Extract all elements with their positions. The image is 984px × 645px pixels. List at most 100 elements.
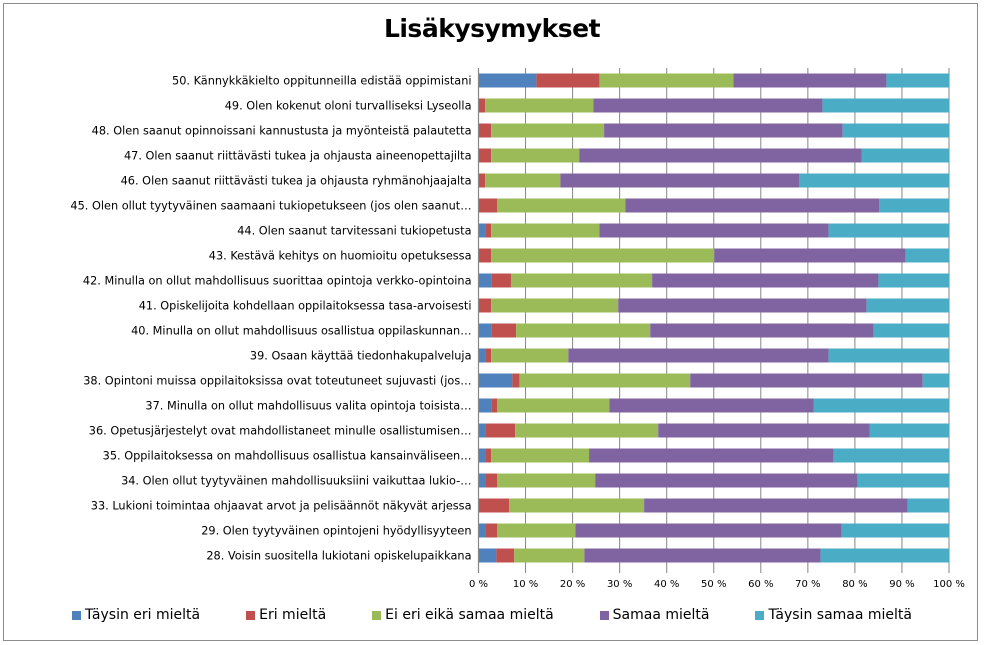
category-label: 48. Olen saanut opinnoissani kannustusta… [92, 125, 472, 138]
bar-segment [799, 173, 949, 188]
bar-segment [820, 548, 949, 563]
bar-segment [478, 223, 486, 238]
bar-segment [478, 323, 492, 338]
legend-swatch [246, 610, 256, 620]
legend-label: Täysin eri mieltä [85, 607, 201, 623]
bar-segment [478, 148, 492, 163]
bar-segment [879, 198, 949, 213]
bar-segment [828, 348, 949, 363]
bar-segment [478, 298, 492, 313]
bar-segment [536, 73, 600, 88]
category-label: 45. Olen ollut tyytyväinen saamaani tuki… [70, 200, 471, 213]
x-tick-label: 30 % [607, 579, 632, 590]
bar-segment [604, 123, 843, 138]
bar-segment [478, 348, 486, 363]
bar-segment [509, 498, 645, 513]
category-label: 39. Osaan käyttää tiedonhakupalveluja [250, 350, 472, 363]
bar-segment [478, 173, 486, 188]
legend-label: Eri mieltä [259, 607, 327, 623]
bar-segment [478, 98, 486, 113]
bar-segment [478, 523, 486, 538]
category-label: 46. Olen saanut riittävästi tukea ja ohj… [121, 175, 472, 188]
category-label: 37. Minulla on ollut mahdollisuus valita… [145, 400, 471, 413]
bar-segment [595, 473, 858, 488]
bar-segment [491, 348, 569, 363]
bar-segment [497, 398, 610, 413]
bar-segment [519, 373, 691, 388]
category-label: 28. Voisin suositella lukiotani opiskelu… [206, 550, 471, 563]
bar-segment [866, 298, 949, 313]
bar-segment [478, 498, 510, 513]
bar-segment [478, 398, 492, 413]
category-label: 50. Kännykkäkielto oppitunneilla edistää… [172, 75, 471, 88]
bar-segment [478, 373, 513, 388]
bar-segment [485, 223, 492, 238]
bar-segment [841, 523, 949, 538]
legend-swatch [599, 610, 609, 620]
bar-segment [478, 123, 492, 138]
bar-segment [478, 448, 486, 463]
bar-segment [514, 548, 585, 563]
bar-segment [491, 448, 590, 463]
legend-label: Täysin samaa mieltä [768, 607, 912, 623]
bar-segment [497, 198, 626, 213]
bar-segment [485, 423, 516, 438]
legend-item: Täysin eri mieltä [72, 607, 200, 623]
bar-segment [714, 248, 906, 263]
bar-segment [644, 498, 908, 513]
bar-segment [485, 348, 492, 363]
bar-segment [907, 498, 949, 513]
bar-segment [485, 448, 492, 463]
legend-swatch [755, 610, 765, 620]
bar-segment [813, 398, 949, 413]
chart-legend: Täysin eri mieltä Eri mieltä Ei eri eikä s… [0, 607, 984, 623]
bar-segment [861, 148, 949, 163]
bar-segment [516, 323, 651, 338]
x-tick-label: 100 % [933, 579, 965, 590]
legend-item: Samaa mieltä [599, 607, 709, 623]
bar-segment [690, 373, 923, 388]
category-label: 35. Oppilaitoksessa on mahdollisuus osal… [103, 450, 472, 463]
bar-segment [652, 273, 879, 288]
bar-segment [478, 198, 498, 213]
bar-segment [512, 373, 520, 388]
x-tick-label: 20 % [560, 579, 585, 590]
category-label: 34. Olen ollut tyytyväinen mahdollisuuks… [121, 475, 471, 488]
bar-segment [478, 548, 497, 563]
bar-segment [833, 448, 949, 463]
category-label: 40. Minulla on ollut mahdollisuus osalli… [131, 325, 471, 338]
bar-segment [560, 173, 800, 188]
bar-segment [478, 273, 492, 288]
bar-segment [515, 423, 659, 438]
bar-segment [857, 473, 949, 488]
bar-segment [584, 548, 821, 563]
x-tick-label: 90 % [889, 579, 914, 590]
bar-segment [878, 273, 949, 288]
category-label: 44. Olen saanut tarvitessani tukiopetust… [237, 225, 471, 238]
legend-item: Täysin samaa mieltä [755, 607, 912, 623]
x-tick-label: 60 % [748, 579, 773, 590]
chart-title: Lisäkysymykset [383, 14, 601, 43]
bar-segment [497, 473, 596, 488]
category-label: 43. Kestävä kehitys on huomioitu opetuks… [209, 250, 472, 263]
bar-segment [593, 98, 823, 113]
category-label: 33. Lukioni toimintaa ohjaavat arvot ja … [91, 500, 472, 513]
bar-segment [478, 473, 486, 488]
bar-segment [733, 73, 887, 88]
bar-segment [496, 548, 515, 563]
bar-segment [491, 398, 498, 413]
category-label: 41. Opiskelijoita kohdellaan oppilaitoks… [139, 300, 472, 313]
bar-segment [905, 248, 949, 263]
bar-segment [491, 123, 605, 138]
bar-segment [491, 298, 619, 313]
x-tick-label: 40 % [654, 579, 679, 590]
bar-segment [568, 348, 829, 363]
bar-segment [579, 148, 862, 163]
category-label: 36. Opetusjärjestelyt ovat mahdollistane… [89, 425, 472, 438]
bar-segment [497, 523, 576, 538]
bar-segment [842, 123, 949, 138]
bar-segment [491, 148, 580, 163]
bar-segment [478, 423, 486, 438]
bar-segment [922, 373, 949, 388]
